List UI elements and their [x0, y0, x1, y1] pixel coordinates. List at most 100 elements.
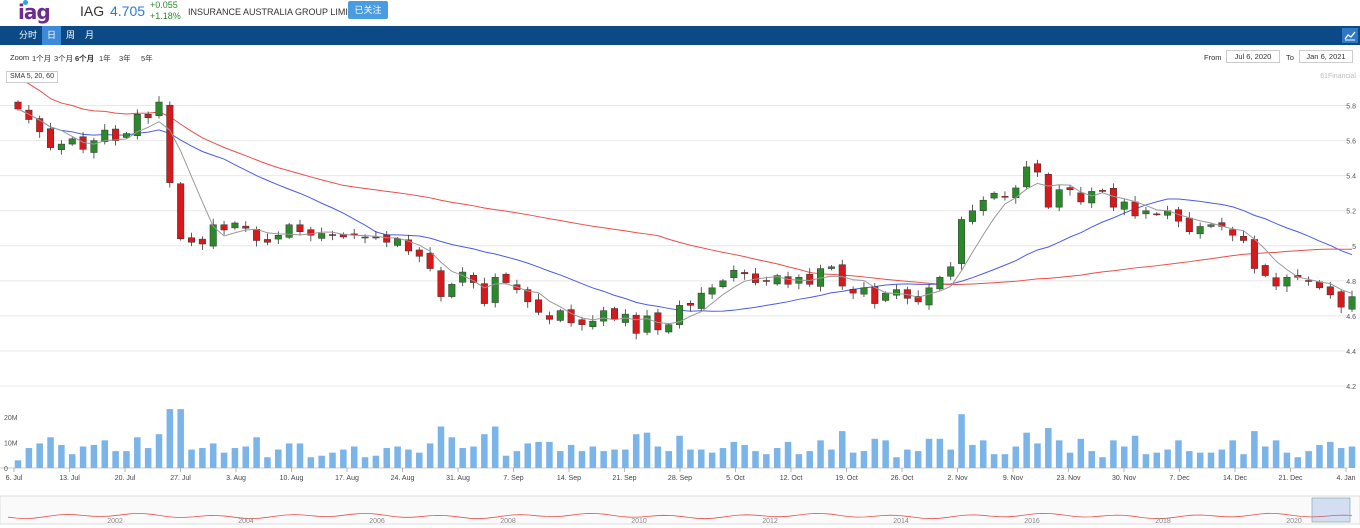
volume-bar	[448, 437, 456, 468]
candle-up	[155, 101, 163, 116]
volume-bar	[947, 449, 954, 468]
volume-bar	[231, 448, 239, 468]
volume-bar	[144, 448, 152, 468]
candle-up	[882, 292, 890, 301]
volume-bar	[329, 452, 336, 468]
candle-up	[90, 140, 98, 153]
volume-bar	[47, 437, 54, 468]
to-date-input[interactable]: Jan 6, 2021	[1299, 50, 1353, 63]
price-axis-label: 4.8	[1346, 279, 1356, 286]
volume-bar	[979, 440, 987, 468]
zoom-1m-button[interactable]: 1个月	[32, 54, 52, 63]
last-price: 4.705	[110, 3, 146, 19]
candle-up	[665, 324, 673, 333]
candle-down	[1326, 286, 1334, 296]
volume-bar	[817, 440, 824, 468]
candle-down	[220, 224, 228, 231]
x-axis-label: 14. Dec	[1223, 475, 1248, 482]
candle-down	[188, 237, 196, 243]
candle-up	[1348, 296, 1356, 310]
volume-bar	[860, 451, 868, 468]
candle-down	[296, 224, 304, 232]
volume-bar	[307, 457, 315, 468]
zoom-3y-button[interactable]: 3年	[119, 54, 131, 63]
volume-bar	[654, 446, 662, 468]
candle-up	[1196, 226, 1204, 235]
volume-bar	[112, 451, 119, 468]
follow-button[interactable]: 已关注	[348, 1, 388, 19]
volume-bar	[1077, 438, 1085, 468]
volume-bar	[372, 455, 380, 468]
candle-down	[806, 273, 814, 285]
x-axis-label: 6. Jul	[6, 475, 23, 482]
zoom-1y-button[interactable]: 1年	[99, 54, 111, 63]
candle-up	[394, 238, 402, 246]
x-axis-label: 4. Jan	[1336, 475, 1355, 482]
tab-daily[interactable]: 日	[42, 26, 61, 45]
volume-bar	[1175, 440, 1182, 468]
chart-line-icon[interactable]	[1342, 28, 1358, 43]
candle-up	[1207, 224, 1215, 227]
volume-bar	[1272, 440, 1280, 468]
candle-down	[524, 289, 532, 303]
candle-down	[426, 252, 434, 269]
volume-bar	[1327, 441, 1334, 468]
candle-down	[1033, 163, 1041, 173]
volume-bar	[871, 438, 879, 468]
volume-bar	[1034, 443, 1041, 468]
price-axis-label: 5.6	[1346, 139, 1356, 146]
volume-bar	[340, 449, 347, 468]
x-axis-label: 28. Sep	[668, 475, 692, 482]
volume-bar	[589, 446, 597, 468]
volume-bar	[1207, 452, 1215, 468]
x-axis-label: 7. Sep	[503, 475, 523, 482]
zoom-3m-button[interactable]: 3个月	[54, 54, 74, 63]
candle-down	[253, 229, 261, 241]
candle-up	[936, 277, 944, 290]
price-chart[interactable]: 5.8 5.6 5.4 5.2 5 4.8 4.6 4.4 4.2 61Financial 20M 1…	[0, 66, 1360, 528]
tab-monthly[interactable]: 月	[84, 30, 94, 40]
candle-down	[166, 104, 174, 183]
candle-down	[1337, 291, 1345, 308]
candle-down	[329, 234, 337, 236]
volume-bar	[1261, 446, 1269, 468]
indicator-legend[interactable]: SMA 5, 20, 60	[6, 71, 58, 83]
x-axis-label: 30. Nov	[1112, 475, 1137, 482]
candle-up	[947, 266, 955, 277]
volume-bar	[1153, 452, 1161, 468]
volume-bar	[763, 454, 770, 468]
volume-bar	[1294, 457, 1302, 468]
volume-bar	[264, 457, 271, 468]
navigator-pane	[0, 495, 1360, 525]
candle-down	[112, 128, 120, 141]
brand-logo[interactable]: iag	[18, 0, 51, 24]
from-date-input[interactable]: Jul 6, 2020	[1226, 50, 1280, 63]
volume-bar	[1045, 428, 1052, 468]
candle-down	[307, 229, 315, 236]
candle-down	[1099, 190, 1107, 192]
company-name: INSURANCE AUSTRALIA GROUP LIMITED	[188, 7, 366, 17]
volume-bar	[1218, 449, 1226, 468]
zoom-5y-button[interactable]: 5年	[141, 54, 153, 63]
navigator-selection-handle	[1311, 497, 1351, 523]
volume-bar	[687, 449, 694, 468]
candle-up	[990, 192, 998, 199]
volume-bar	[1337, 448, 1345, 468]
volume-bar	[730, 441, 738, 468]
candle-up	[697, 292, 705, 309]
tab-weekly[interactable]: 周	[65, 30, 75, 40]
tab-intraday[interactable]: 分时	[18, 30, 37, 40]
zoom-6m-button[interactable]: 6个月	[75, 54, 95, 63]
volume-axis-label: 10M	[4, 440, 18, 447]
volume-bar	[958, 414, 965, 468]
candle-down	[177, 183, 185, 240]
candle-up	[101, 129, 109, 142]
x-axis-label: 19. Oct	[835, 475, 858, 482]
sma5-line	[17, 108, 1353, 325]
volume-bar	[405, 449, 412, 468]
volume-bar	[546, 441, 553, 468]
candle-down	[762, 280, 770, 282]
volume-bar	[58, 444, 65, 468]
candle-down	[611, 308, 619, 320]
